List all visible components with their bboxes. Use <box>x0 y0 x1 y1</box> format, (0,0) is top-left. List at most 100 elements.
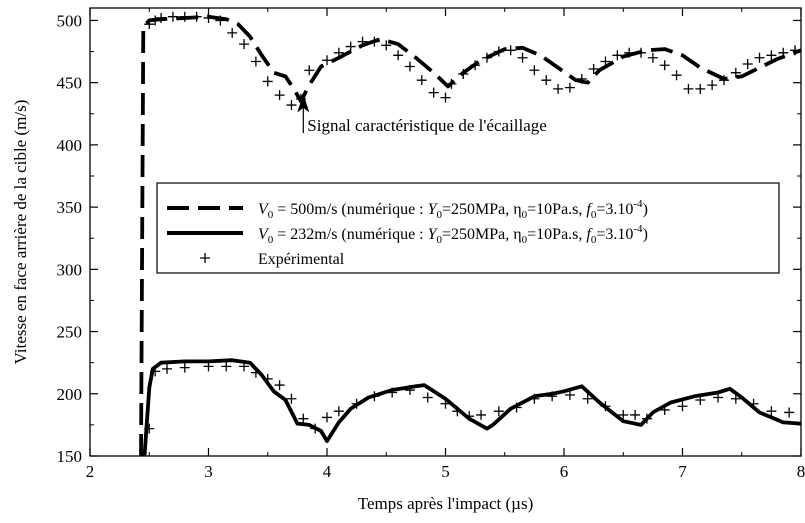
experimental-point <box>428 87 439 98</box>
experimental-point <box>250 56 261 67</box>
experimental-point <box>227 27 238 38</box>
experimental-point <box>677 401 688 412</box>
experimental-point <box>167 11 178 22</box>
experimental-point <box>612 50 623 61</box>
annotation-text: Signal caractéristique de l'écaillage <box>307 116 547 135</box>
experimental-point <box>404 385 415 396</box>
experimental-point <box>659 404 670 415</box>
experimental-point <box>624 47 635 58</box>
x-tick-label: 3 <box>204 462 213 481</box>
y-tick-label: 150 <box>57 447 83 466</box>
annotation-group: Signal caractéristique de l'écaillage <box>297 93 547 135</box>
experimental-point <box>600 56 611 67</box>
experimental-point <box>529 393 540 404</box>
experimental-point <box>766 50 777 61</box>
experimental-point <box>505 45 516 56</box>
y-tick-label: 200 <box>57 385 83 404</box>
experimental-point <box>547 391 558 402</box>
experimental-point <box>481 52 492 63</box>
experimental-point <box>493 406 504 417</box>
experimental-point <box>582 393 593 404</box>
experimental-point <box>179 362 190 373</box>
annotation-arrow <box>297 93 310 113</box>
x-tick-label: 4 <box>323 462 332 481</box>
experimental-point <box>493 46 504 57</box>
experimental-point <box>369 36 380 47</box>
experimental-point <box>564 390 575 401</box>
experimental-point <box>239 39 250 50</box>
experimental-point <box>641 413 652 424</box>
experimental-point <box>636 47 647 58</box>
x-tick-label: 5 <box>441 462 450 481</box>
experimental-point <box>404 61 415 72</box>
experimental-point <box>150 366 161 377</box>
experimental-point <box>748 398 759 409</box>
legend-box <box>156 182 780 274</box>
legend-entry-experimental: Expérimental <box>258 251 345 268</box>
experimental-point <box>239 361 250 372</box>
experimental-point <box>630 409 641 420</box>
experimental-point <box>221 361 232 372</box>
experimental-point <box>671 70 682 81</box>
experimental-point <box>707 80 718 91</box>
experimental-point <box>215 15 226 26</box>
experimental-point <box>564 82 575 93</box>
experimental-point <box>144 423 155 434</box>
experimental-point <box>790 45 801 56</box>
series-line-232-solid <box>142 358 801 456</box>
ticks-group: 2 3 4 5 6 7 8 150 200 250 300 350 400 450 500 <box>57 8 805 481</box>
experimental-point <box>422 392 433 403</box>
experimental-point <box>333 47 344 58</box>
y-axis-title: Vitesse en face arrière de la cible (m/s… <box>11 100 30 365</box>
experimental-point <box>156 12 167 23</box>
y-tick-label: 250 <box>57 323 83 342</box>
experimental-point <box>446 78 457 89</box>
experimental-point <box>333 406 344 417</box>
experimental-point <box>322 412 332 423</box>
experimental-point <box>345 41 356 52</box>
experimental-point <box>262 373 273 384</box>
experimental-point <box>274 90 285 101</box>
experimental-point <box>742 59 753 69</box>
experimental-point <box>576 73 587 84</box>
experimental-point <box>191 11 202 22</box>
experimental-point <box>470 60 481 71</box>
experimental-point <box>730 393 741 404</box>
experimental-point <box>618 409 629 420</box>
experimental-point <box>203 361 214 372</box>
experimental-point <box>393 50 404 61</box>
experimental-point <box>440 92 451 103</box>
experimental-point <box>452 406 463 417</box>
experimental-point <box>778 47 789 58</box>
experimental-point <box>647 52 658 63</box>
experimental-point <box>659 60 670 71</box>
y-tick-label: 400 <box>57 136 83 155</box>
x-tick-label: 6 <box>560 462 569 481</box>
y-tick-label: 500 <box>57 11 83 30</box>
experimental-point <box>754 52 765 63</box>
legend-entry-500: V0 = 500m/s (numérique : Y0=250MPa, η0=1… <box>258 198 648 221</box>
experimental-point <box>464 411 475 422</box>
experimental-point <box>713 392 724 403</box>
experimental-point <box>179 11 190 22</box>
experimental-point <box>600 401 611 412</box>
experimental-point <box>476 409 487 420</box>
experimental-point <box>369 391 380 402</box>
experimental-point <box>553 83 564 94</box>
experimental-point <box>144 19 155 30</box>
experimental-point <box>351 398 362 409</box>
y-tick-label: 300 <box>57 260 83 279</box>
experimental-point <box>730 67 741 78</box>
series-group <box>139 11 801 456</box>
experimental-point <box>298 413 309 424</box>
experimental-point <box>286 100 297 111</box>
experimental-point <box>357 36 368 47</box>
y-tick-label: 450 <box>57 74 83 93</box>
legend-entry-232: V0 = 232m/s (numérique : Y0=250MPa, η0=1… <box>258 223 648 246</box>
experimental-point <box>683 83 694 94</box>
experimental-point <box>387 387 398 398</box>
experimental-point <box>250 367 261 378</box>
experimental-point <box>274 380 285 391</box>
experimental-point <box>517 52 528 63</box>
